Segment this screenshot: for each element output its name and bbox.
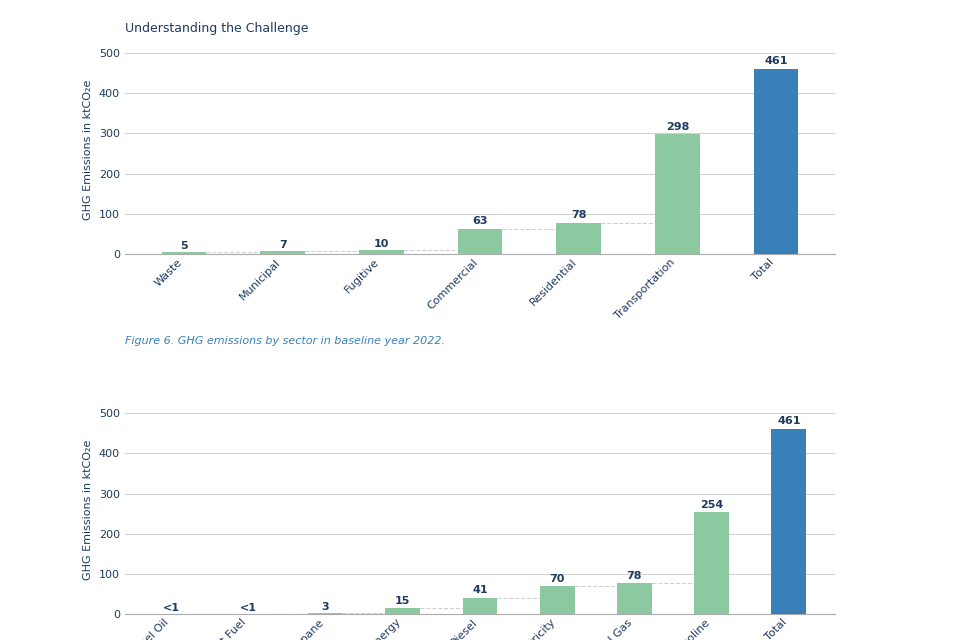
- Text: 15: 15: [396, 596, 411, 606]
- Text: 78: 78: [627, 571, 642, 580]
- Y-axis label: GHG Emissions in ktCO₂e: GHG Emissions in ktCO₂e: [84, 79, 93, 220]
- Bar: [458, 229, 502, 254]
- Bar: [540, 586, 575, 614]
- Text: 70: 70: [549, 574, 564, 584]
- Bar: [308, 613, 343, 614]
- Text: 254: 254: [700, 500, 723, 509]
- Bar: [772, 429, 806, 614]
- Bar: [617, 583, 652, 614]
- Text: <1: <1: [162, 603, 180, 612]
- Text: 3: 3: [322, 602, 329, 612]
- Y-axis label: GHG Emissions in ktCO₂e: GHG Emissions in ktCO₂e: [84, 440, 93, 580]
- Text: Understanding the Challenge: Understanding the Challenge: [125, 22, 308, 35]
- Bar: [359, 250, 403, 254]
- Text: 63: 63: [472, 216, 488, 227]
- Text: 78: 78: [571, 211, 587, 220]
- Bar: [463, 598, 497, 614]
- Bar: [655, 134, 700, 254]
- Text: 461: 461: [777, 417, 801, 426]
- Bar: [694, 512, 729, 614]
- Bar: [754, 68, 798, 254]
- Text: 461: 461: [764, 56, 788, 66]
- Text: 7: 7: [278, 240, 286, 250]
- Text: 41: 41: [472, 586, 488, 595]
- Bar: [162, 252, 206, 254]
- Text: 298: 298: [665, 122, 689, 132]
- Text: <1: <1: [240, 603, 257, 612]
- Text: 10: 10: [373, 239, 389, 248]
- Text: Figure 6. GHG emissions by sector in baseline year 2022.: Figure 6. GHG emissions by sector in bas…: [125, 336, 444, 346]
- Bar: [557, 223, 601, 254]
- Bar: [385, 609, 420, 614]
- Text: 5: 5: [180, 241, 188, 251]
- Bar: [260, 252, 305, 254]
